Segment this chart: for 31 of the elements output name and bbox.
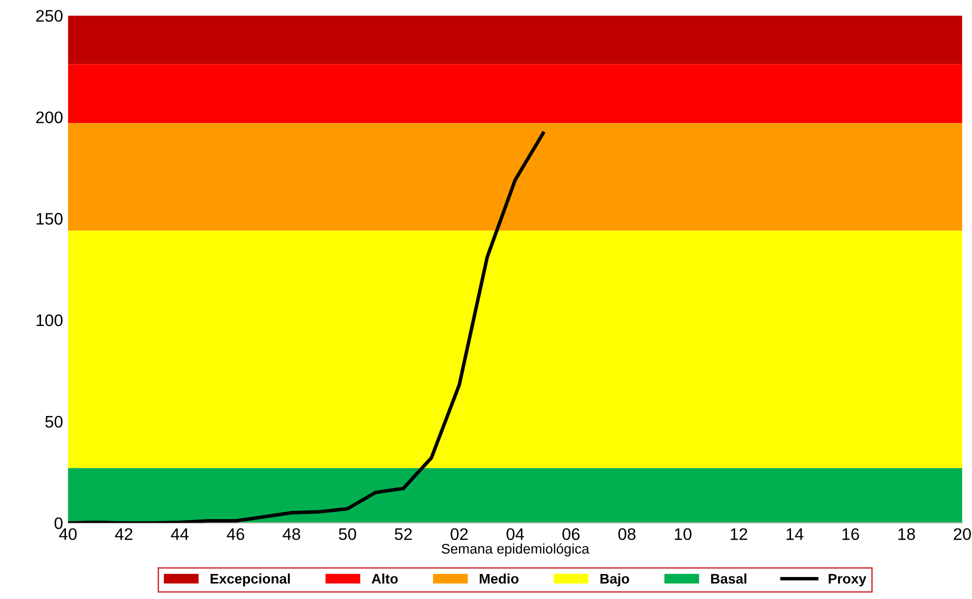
y-tick-label: 100 bbox=[36, 314, 63, 326]
y-tick-label: 250 bbox=[36, 10, 63, 22]
legend-label: Proxy bbox=[828, 574, 866, 586]
x-tick-label: 06 bbox=[562, 528, 580, 540]
x-tick-label: 08 bbox=[618, 528, 636, 540]
x-axis-title: Semana epidemiológica bbox=[442, 543, 590, 556]
legend-label: Excepcional bbox=[210, 573, 290, 586]
y-tick-label: 50 bbox=[45, 416, 63, 428]
x-tick-label: 42 bbox=[115, 528, 132, 540]
x-tick-label: 12 bbox=[730, 528, 748, 540]
x-tick-label: 44 bbox=[170, 528, 189, 540]
x-tick-label: 14 bbox=[786, 528, 804, 540]
legend-label: Basal bbox=[711, 573, 746, 584]
legend-label: Alto bbox=[372, 573, 398, 584]
x-tick-label: 52 bbox=[394, 528, 412, 540]
x-tick-label: 04 bbox=[506, 528, 524, 540]
y-tick-label: 0 bbox=[54, 517, 63, 530]
x-tick-label: 40 bbox=[59, 528, 77, 540]
legend-label: Bajo bbox=[600, 573, 630, 586]
x-tick-label: 16 bbox=[842, 528, 860, 540]
legend-label: Medio bbox=[480, 573, 518, 584]
x-tick-label: 20 bbox=[954, 528, 971, 540]
x-tick-label: 18 bbox=[898, 528, 915, 540]
x-tick-label: 02 bbox=[450, 528, 468, 540]
line-series bbox=[68, 132, 545, 523]
y-tick-label: 150 bbox=[36, 212, 63, 225]
x-tick-label: 46 bbox=[226, 528, 244, 540]
x-tick-label: 48 bbox=[282, 528, 300, 540]
x-tick-label: 50 bbox=[338, 528, 356, 540]
x-tick-label: 10 bbox=[674, 528, 692, 540]
y-tick-label: 200 bbox=[36, 111, 63, 124]
